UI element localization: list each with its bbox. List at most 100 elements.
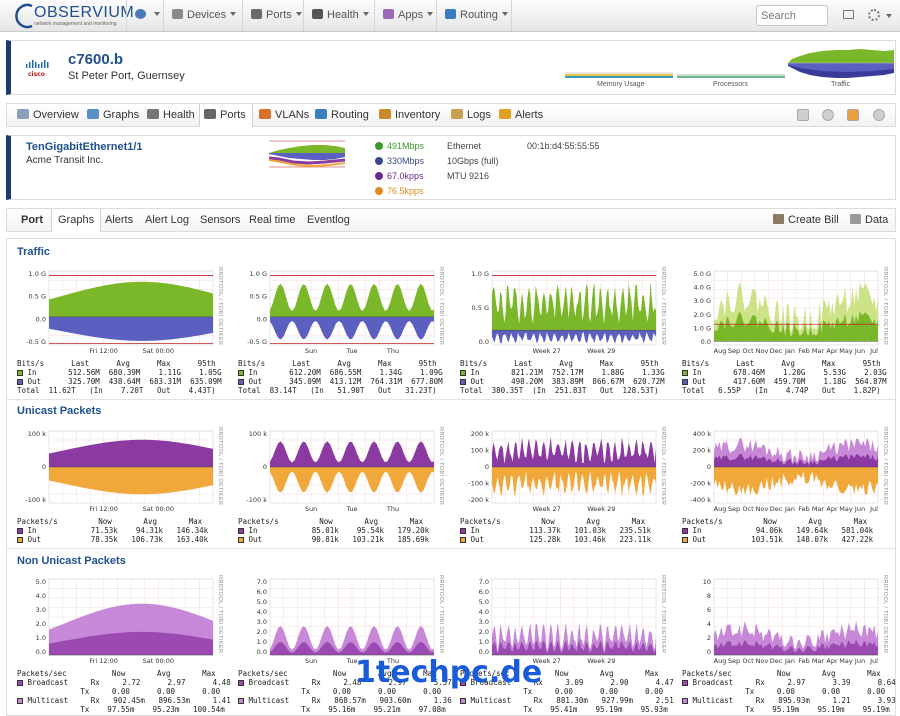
tab-graphs[interactable]: Graphs — [83, 104, 145, 126]
x-tick-label: Nov — [756, 347, 769, 355]
y-tick-label: 0.0 — [36, 315, 46, 323]
legend-row: Packets/sec Now Avg Max — [238, 669, 452, 678]
tab-port-graphs[interactable]: Graphs — [51, 209, 102, 232]
tab-ports[interactable]: Ports — [199, 104, 253, 127]
graph-legend: Bits/s Last Avg Max 95th In 821.21M 752.… — [460, 359, 665, 395]
bill-icon — [773, 214, 784, 224]
edit-icon[interactable] — [847, 109, 859, 121]
graph-canvas: 7.0 6.0 5.0 4.0 3.0 2.0 1.0 0.0 Week 27 Week 29 — [479, 578, 657, 665]
y-tick-label: 0 — [707, 648, 711, 656]
graph-non-unicast-packets-1[interactable]: 7.0 6.0 5.0 4.0 3.0 2.0 1.0 0.0 Sun Tue Thu RRDTOOL… — [234, 573, 452, 716]
legend-swatch — [238, 378, 244, 385]
tab-port-alert-log[interactable]: Alert Log — [145, 214, 190, 226]
graph-unicast-packets-0[interactable]: 100 k 0 -100 k Fri 12:00 Sat 00:00 RRDTOOL / … — [13, 425, 225, 557]
tab-port-eventlog[interactable]: Eventlog — [307, 214, 350, 226]
port-traffic-minigraph[interactable] — [269, 139, 345, 169]
y-tick-label: 5.0 — [36, 578, 46, 586]
y-tick-label: 0 — [707, 463, 711, 471]
x-tick-label: Sat 00:00 — [143, 657, 174, 665]
x-tick-label: Dec — [770, 505, 783, 513]
x-tick-label: Jul — [869, 657, 878, 665]
section-divider — [7, 548, 895, 549]
graph-traffic-3[interactable]: 5.0 G 4.0 G 3.0 G 2.0 G 1.0 G 0.0 Aug Sep Oct Nov… — [678, 265, 890, 397]
cisco-logo-icon: cisco — [26, 60, 49, 77]
legend-row: Multicast Rx 881.30m 927.99m 2.51 — [460, 696, 674, 705]
graph-traffic-1[interactable]: 1.0 G 0.5 G 0.0 -0.5 G Sun Tue Thu RRDTOOL / TO… — [234, 265, 446, 397]
legend-swatch — [17, 369, 23, 376]
memory-usage-minigraph[interactable] — [565, 49, 673, 85]
tab-port-sensors[interactable]: Sensors — [200, 214, 241, 226]
y-tick-label: 0.5 G — [250, 293, 267, 301]
y-tick-label: 1.0 G — [29, 270, 46, 278]
traffic-minigraph[interactable] — [788, 45, 894, 83]
routing-icon — [315, 109, 327, 119]
vlans-icon — [259, 109, 271, 119]
tab-overview[interactable]: Overview — [13, 104, 85, 126]
graph-traffic-0[interactable]: 1.0 G 0.5 G 0.0 -0.5 G Fri 12:00 Sat 00:00 RRD… — [13, 265, 225, 397]
legend-row: In 85.01k 95.54k 179.20k — [238, 526, 429, 535]
tab-alerts[interactable]: Alerts — [495, 104, 549, 126]
observium-logo[interactable]: OBSERVIUM network management and monitor… — [14, 3, 134, 29]
tab-inventory[interactable]: Inventory — [375, 104, 446, 126]
legend-text: In 821.21M 752.17M 1.88G 1.33G — [470, 368, 665, 377]
y-tick-label: 1.0 G — [472, 270, 489, 278]
y-tick-label: 3.0 — [479, 618, 489, 626]
graph-non-unicast-packets-3[interactable]: 10 8 6 4 2 0 Aug Sep Oct Nov Dec Jan Feb Mar Apr May Jun… — [678, 573, 896, 716]
tab-vlans[interactable]: VLANs — [255, 104, 315, 126]
search-input[interactable] — [756, 5, 828, 26]
tab-port[interactable]: Port — [21, 214, 43, 226]
nav-apps[interactable]: Apps — [374, 0, 436, 31]
gear-icon[interactable] — [873, 109, 885, 121]
graph-non-unicast-packets-2[interactable]: 7.0 6.0 5.0 4.0 3.0 2.0 1.0 0.0 Week 27 Week 29 RR… — [456, 573, 674, 716]
graph-non-unicast-packets-0[interactable]: 5.0 4.0 3.0 2.0 1.0 0.0 Fri 12:00 Sat 00:00 RRDT… — [13, 573, 231, 716]
tab-health[interactable]: Health — [143, 104, 201, 126]
graph-canvas: 100 k 0 -100 k Fri 12:00 Sat 00:00 — [25, 430, 214, 513]
alerts-icon — [499, 109, 511, 119]
legend-row: Out 498.20M 383.89M 866.67M 620.72M — [460, 377, 665, 386]
y-tick-label: 0.0 — [479, 648, 489, 656]
screen-icon[interactable] — [843, 10, 854, 19]
legend-row: Tx 95.16m 95.21m 97.08m — [238, 705, 452, 714]
tab-port-alerts[interactable]: Alerts — [105, 214, 134, 226]
x-tick-label: May — [839, 657, 853, 665]
y-tick-label: 3.0 G — [694, 297, 711, 305]
data-button[interactable]: Data — [850, 209, 888, 231]
x-tick-label: Sep — [728, 657, 740, 665]
legend-text: In 612.20M 686.55M 1.34G 1.09G — [248, 368, 443, 377]
clock-icon[interactable] — [822, 109, 834, 121]
legend-row: Multicast Rx 868.57m 903.60m 1.36 — [238, 696, 452, 705]
y-tick-label: 0.5 G — [29, 293, 46, 301]
port-name[interactable]: TenGigabitEthernet1/1 — [26, 141, 143, 153]
nav-health[interactable]: Health — [303, 0, 374, 31]
graph-legend: Packets/sec Now Avg Max Broadcast Rx 2.9… — [682, 669, 896, 714]
legend-row: Tx 97.55m 95.23m 100.54m — [17, 705, 231, 714]
legend-row: Out 125.28k 103.46k 223.11k — [460, 535, 651, 544]
heart-monitor-icon — [312, 9, 323, 19]
legend-text: Packets/s Now Avg Max — [17, 517, 203, 526]
graph-unicast-packets-2[interactable]: 200 k 100 k 0 -100 k -200 k Week 27 Week 29 RRD… — [456, 425, 668, 557]
screen-icon[interactable] — [797, 109, 809, 121]
nav-devices[interactable]: Devices — [163, 0, 242, 31]
tab-port-realtime[interactable]: Real time — [249, 214, 296, 226]
tab-routing[interactable]: Routing — [311, 104, 375, 126]
x-tick-label: Sun — [305, 657, 317, 665]
gear-icon[interactable] — [868, 9, 880, 21]
nav-globe-menu[interactable] — [126, 0, 163, 31]
graph-unicast-packets-1[interactable]: 100 k 0 -100 k Sun Tue Thu RRDTOOL / TOBI OETI… — [234, 425, 446, 557]
x-tick-label: Fri 12:00 — [89, 347, 118, 355]
port-mac: 00:1b:d4:55:55:55 — [527, 141, 600, 151]
nav-ports[interactable]: Ports — [242, 0, 303, 31]
section-title-nonunicast: Non Unicast Packets — [17, 555, 126, 567]
y-tick-label: -200 k — [690, 480, 711, 488]
nav-routing[interactable]: Routing — [436, 0, 512, 31]
processors-minigraph[interactable] — [677, 49, 785, 85]
graph-unicast-packets-3[interactable]: 400 k 200 k 0 -200 k -400 k Aug Sep Oct Nov Dec Ja… — [678, 425, 890, 557]
tab-logs[interactable]: Logs — [447, 104, 497, 126]
device-name[interactable]: c7600.b — [68, 51, 124, 68]
graph-traffic-2[interactable]: 1.0 G 0.5 G 0.0 Week 27 Week 29 RRDTOOL / TOB… — [456, 265, 668, 397]
create-bill-button[interactable]: Create Bill — [773, 209, 839, 231]
watermark: 1techpc.de — [355, 655, 543, 690]
legend-row: Tx 0.00 0.00 0.00 — [682, 687, 896, 696]
x-tick-label: Jul — [869, 347, 878, 355]
